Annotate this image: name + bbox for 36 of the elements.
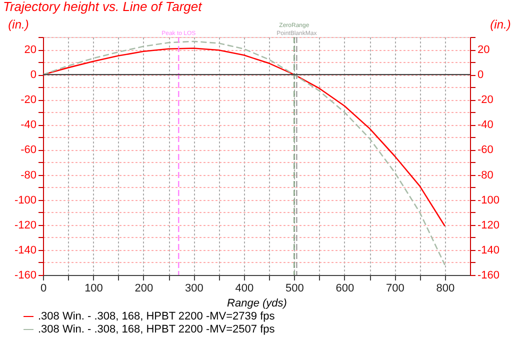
y2-tick-label: -20 (478, 94, 494, 106)
chart-title: Trajectory height vs. Line of Target (3, 0, 204, 14)
x-tick-label: 600 (336, 282, 354, 294)
y-axis-title: (in.) (8, 18, 29, 32)
y-tick-label: -80 (20, 169, 36, 182)
x-tick-label: 700 (386, 282, 404, 294)
y-tick-label: -120 (14, 219, 36, 232)
y2-tick-label: -120 (478, 219, 500, 232)
y2-tick-label: -160 (478, 270, 500, 282)
x-tick-label: 800 (436, 282, 455, 294)
y-tick-label: -160 (14, 270, 36, 282)
x-tick-label: 0 (40, 282, 47, 294)
y-tick-label: -140 (14, 244, 36, 256)
x-tick-label: 300 (185, 282, 204, 294)
y2-tick-label: -100 (478, 194, 500, 206)
legend-label: .308 Win. - .308, 168, HPBT 2200 -MV=2739 fps (38, 310, 276, 322)
legend-label: .308 Win. - .308, 168, HPBT 2200 -MV=2507 fps (38, 324, 276, 336)
x-axis-title: Range (yds) (227, 298, 288, 310)
y2-tick-label: 20 (478, 44, 490, 56)
y2-tick-label: -60 (478, 144, 494, 156)
y2-axis-title: (in.) (490, 18, 511, 32)
y-tick-label: -40 (20, 119, 36, 132)
y-tick-label: -60 (20, 144, 36, 156)
line-series (42, 40, 446, 266)
y-tick-label: -20 (20, 94, 36, 106)
x-tick-label: 100 (84, 282, 103, 294)
y2-tick-label: -40 (478, 119, 494, 132)
y2-tick-label: -140 (478, 244, 500, 256)
y-tick-label: 0 (30, 69, 36, 82)
y-tick-label: -100 (14, 194, 36, 206)
x-tick-label: 400 (235, 282, 254, 294)
x-tick-label: 500 (285, 282, 304, 294)
y2-tick-label: -80 (478, 169, 494, 182)
x-tick-label: 200 (134, 282, 154, 294)
y-tick-label: 20 (24, 44, 36, 56)
y2-tick-label: 0 (478, 69, 484, 82)
